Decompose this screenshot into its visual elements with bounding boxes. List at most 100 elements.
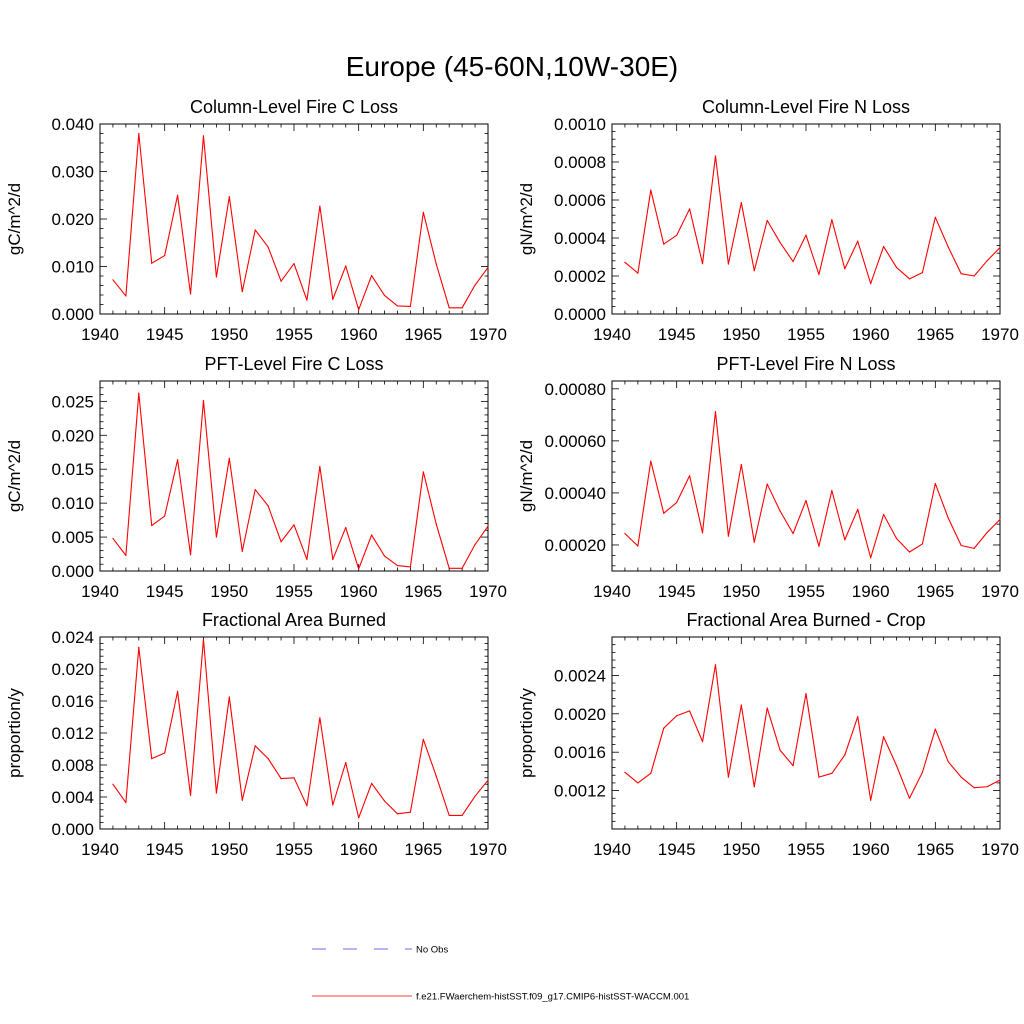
chart-panel: 1940 1945 1950 1955 1960 1965 1970 0.00020 0.000… xyxy=(517,354,1019,601)
data-point xyxy=(973,547,975,549)
data-point xyxy=(125,554,127,556)
data-point xyxy=(177,194,179,196)
x-tick-label: 1955 xyxy=(275,325,313,344)
data-point xyxy=(138,132,140,135)
data-point xyxy=(345,762,347,764)
data-point xyxy=(409,811,411,813)
y-tick-label: 0.00080 xyxy=(545,380,606,399)
data-point xyxy=(727,776,730,778)
y-tick-label: 0.020 xyxy=(51,426,94,445)
chart-panel: 1940 1945 1950 1955 1960 1965 1970 0.000 0.004 0.… xyxy=(5,610,507,859)
panel-title: Column-Level Fire N Loss xyxy=(702,97,910,117)
y-tick-label: 0.0016 xyxy=(554,743,606,762)
data-point xyxy=(112,279,114,281)
series-line xyxy=(624,411,1001,559)
data-point xyxy=(908,551,911,553)
series-line xyxy=(112,392,489,570)
data-point xyxy=(727,535,730,537)
data-point xyxy=(857,716,859,718)
data-point xyxy=(792,765,794,767)
data-point xyxy=(371,534,373,536)
data-point xyxy=(663,512,665,514)
data-point xyxy=(857,508,859,510)
y-tick-label: 0.004 xyxy=(51,788,94,807)
data-point xyxy=(740,202,742,204)
data-point xyxy=(676,715,678,717)
data-point xyxy=(960,544,962,547)
data-point xyxy=(857,240,859,242)
data-point xyxy=(908,797,911,799)
data-point xyxy=(280,778,282,780)
x-tick-label: 1945 xyxy=(658,325,696,344)
data-point xyxy=(637,272,639,274)
x-tick-label: 1950 xyxy=(722,840,760,859)
data-point xyxy=(474,284,476,286)
y-tick-label: 0.020 xyxy=(51,210,94,229)
x-tick-label: 1945 xyxy=(146,840,184,859)
data-point xyxy=(883,736,885,738)
y-tick-label: 0.030 xyxy=(51,163,94,182)
data-point xyxy=(189,293,192,295)
data-point xyxy=(637,545,639,547)
data-point xyxy=(740,704,742,706)
data-point xyxy=(999,246,1001,249)
legend: No Obs f.e21.FWaerchem-histSST.f09_g17.C… xyxy=(312,945,689,1003)
data-point xyxy=(383,555,386,557)
x-tick-label: 1970 xyxy=(469,325,507,344)
x-tick-label: 1965 xyxy=(916,840,954,859)
chart-panel: 1940 1945 1950 1955 1960 1965 1970 0.0000 0.0002… xyxy=(517,97,1019,344)
y-tick-label: 0.00040 xyxy=(545,484,606,503)
series-line xyxy=(624,664,1001,801)
data-point xyxy=(409,305,411,307)
y-tick-label: 0.0024 xyxy=(554,666,606,685)
data-point xyxy=(650,772,652,774)
chart-panel: 1940 1945 1950 1955 1960 1965 1970 0.0012 0.0016… xyxy=(517,610,1019,859)
y-axis-label: proportion/y xyxy=(517,688,536,778)
data-point xyxy=(714,411,717,413)
data-point xyxy=(753,270,755,272)
data-point xyxy=(999,779,1001,781)
x-tick-label: 1960 xyxy=(852,840,890,859)
data-point xyxy=(215,792,217,794)
data-point xyxy=(422,471,424,473)
data-point xyxy=(371,274,373,277)
data-point xyxy=(448,307,450,309)
data-point xyxy=(487,525,489,527)
y-tick-label: 0.0000 xyxy=(554,305,606,324)
data-point xyxy=(973,275,975,277)
data-point xyxy=(422,738,424,741)
data-point xyxy=(293,777,295,779)
data-point xyxy=(396,564,399,567)
data-point xyxy=(895,266,898,269)
data-point xyxy=(254,229,256,231)
x-tick-label: 1940 xyxy=(81,582,119,601)
x-tick-label: 1945 xyxy=(658,582,696,601)
data-point xyxy=(125,802,127,804)
data-point xyxy=(358,568,360,570)
series-line xyxy=(624,155,1001,285)
data-point xyxy=(267,246,269,248)
y-tick-label: 0.0004 xyxy=(554,229,606,248)
data-point xyxy=(947,246,949,248)
data-point xyxy=(474,795,476,797)
x-tick-label: 1945 xyxy=(146,325,184,344)
data-point xyxy=(448,567,450,569)
x-tick-label: 1970 xyxy=(469,582,507,601)
y-tick-label: 0.0012 xyxy=(554,782,606,801)
series-line xyxy=(112,638,489,819)
data-point xyxy=(383,800,386,802)
data-point xyxy=(986,786,988,788)
data-point xyxy=(358,309,360,311)
data-point xyxy=(999,518,1001,521)
data-point xyxy=(818,776,820,778)
data-point xyxy=(228,696,230,698)
data-point xyxy=(844,268,846,270)
data-point xyxy=(766,707,768,709)
data-point xyxy=(319,205,321,207)
data-point xyxy=(805,499,807,502)
data-point xyxy=(947,761,949,763)
x-tick-label: 1960 xyxy=(852,325,890,344)
y-axis-label: gC/m^2/d xyxy=(5,183,24,255)
legend-model-label: f.e21.FWaerchem-histSST.f09_g17.CMIP6-hi… xyxy=(416,992,689,1003)
